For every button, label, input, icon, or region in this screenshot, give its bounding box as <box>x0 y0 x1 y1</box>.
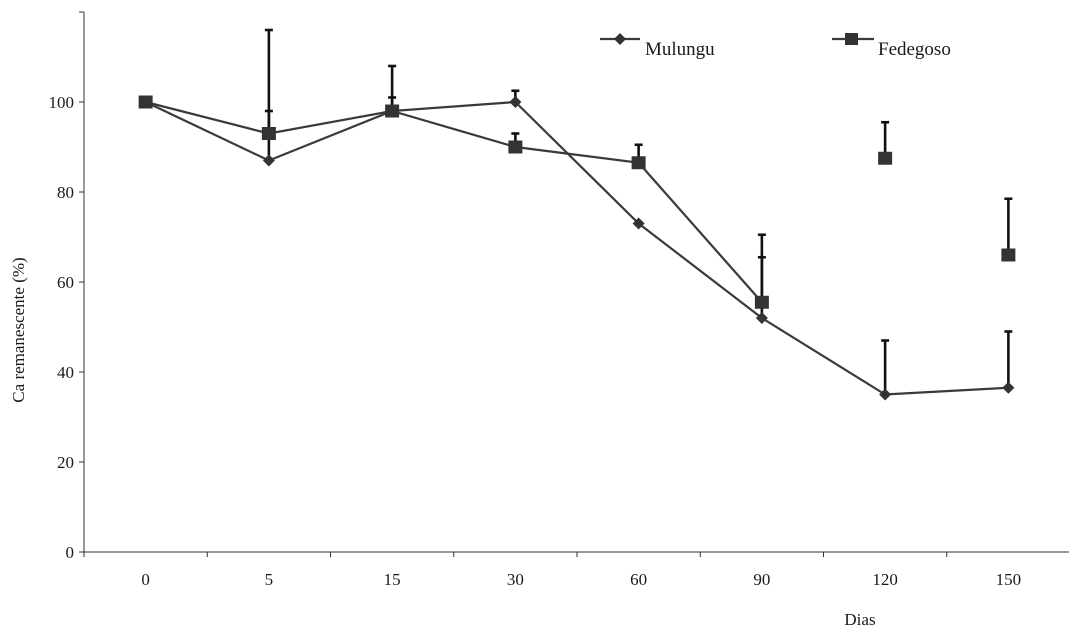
series-markers <box>138 95 1016 401</box>
legend-marker-diamond <box>614 33 626 45</box>
x-tick-label: 120 <box>872 570 898 589</box>
legend: Mulungu Fedegoso <box>600 33 951 60</box>
y-tick-label: 80 <box>57 183 74 202</box>
series-line-fedegoso <box>515 145 639 164</box>
data-point-mulungu <box>262 154 275 167</box>
data-point-fedegoso <box>138 95 153 109</box>
legend-label-mulungu: Mulungu <box>645 39 715 60</box>
legend-marker-square <box>845 33 858 45</box>
error-bars <box>264 28 1013 395</box>
data-point-fedegoso <box>261 127 276 140</box>
data-point-fedegoso <box>508 140 523 154</box>
x-ticks: 0 5 15 30 60 90 120 150 <box>83 552 1022 589</box>
data-point-mulungu <box>755 312 768 324</box>
data-point-fedegoso <box>1001 248 1016 262</box>
data-point-mulungu <box>509 96 522 108</box>
y-tick-label: 40 <box>57 363 74 382</box>
y-axis-label: Ca remanescente (%) <box>9 257 28 402</box>
series-line-fedegoso <box>391 109 516 149</box>
data-point-fedegoso <box>878 151 893 165</box>
axes <box>83 12 1069 553</box>
y-ticks: 0 20 40 60 80 100 <box>49 11 84 562</box>
series-lines <box>145 100 1009 396</box>
series-line-mulungu <box>637 222 763 319</box>
data-point-fedegoso <box>631 156 646 170</box>
data-point-mulungu <box>632 217 645 230</box>
series-line-mulungu <box>392 100 516 113</box>
y-tick-label: 100 <box>49 93 75 112</box>
series-line-fedegoso <box>145 100 270 135</box>
x-tick-label: 5 <box>265 570 274 589</box>
y-tick-label: 20 <box>57 453 74 472</box>
legend-label-fedegoso: Fedegoso <box>878 39 951 60</box>
x-tick-label: 60 <box>630 570 647 589</box>
legend-item-fedegoso: Fedegoso <box>832 33 951 60</box>
data-point-mulungu <box>1002 381 1015 394</box>
y-tick-label: 60 <box>57 273 74 292</box>
x-tick-label: 15 <box>384 570 401 589</box>
data-point-fedegoso <box>385 104 400 118</box>
x-tick-label: 30 <box>507 570 524 589</box>
series-line-mulungu <box>885 386 1009 396</box>
x-tick-label: 90 <box>753 570 770 589</box>
x-tick-label: 0 <box>141 570 150 589</box>
data-point-mulungu <box>879 388 892 401</box>
x-tick-label: 150 <box>996 570 1022 589</box>
x-axis-label: Dias <box>844 610 875 629</box>
series-line-fedegoso <box>268 109 393 135</box>
data-point-fedegoso <box>754 295 769 309</box>
legend-item-mulungu: Mulungu <box>600 33 715 60</box>
series-line-mulungu <box>761 317 886 396</box>
series-line-mulungu <box>145 101 270 162</box>
y-tick-label: 0 <box>66 543 75 562</box>
series-line-mulungu <box>514 101 640 225</box>
series-line-fedegoso <box>637 162 763 303</box>
series-line-mulungu <box>268 109 393 162</box>
